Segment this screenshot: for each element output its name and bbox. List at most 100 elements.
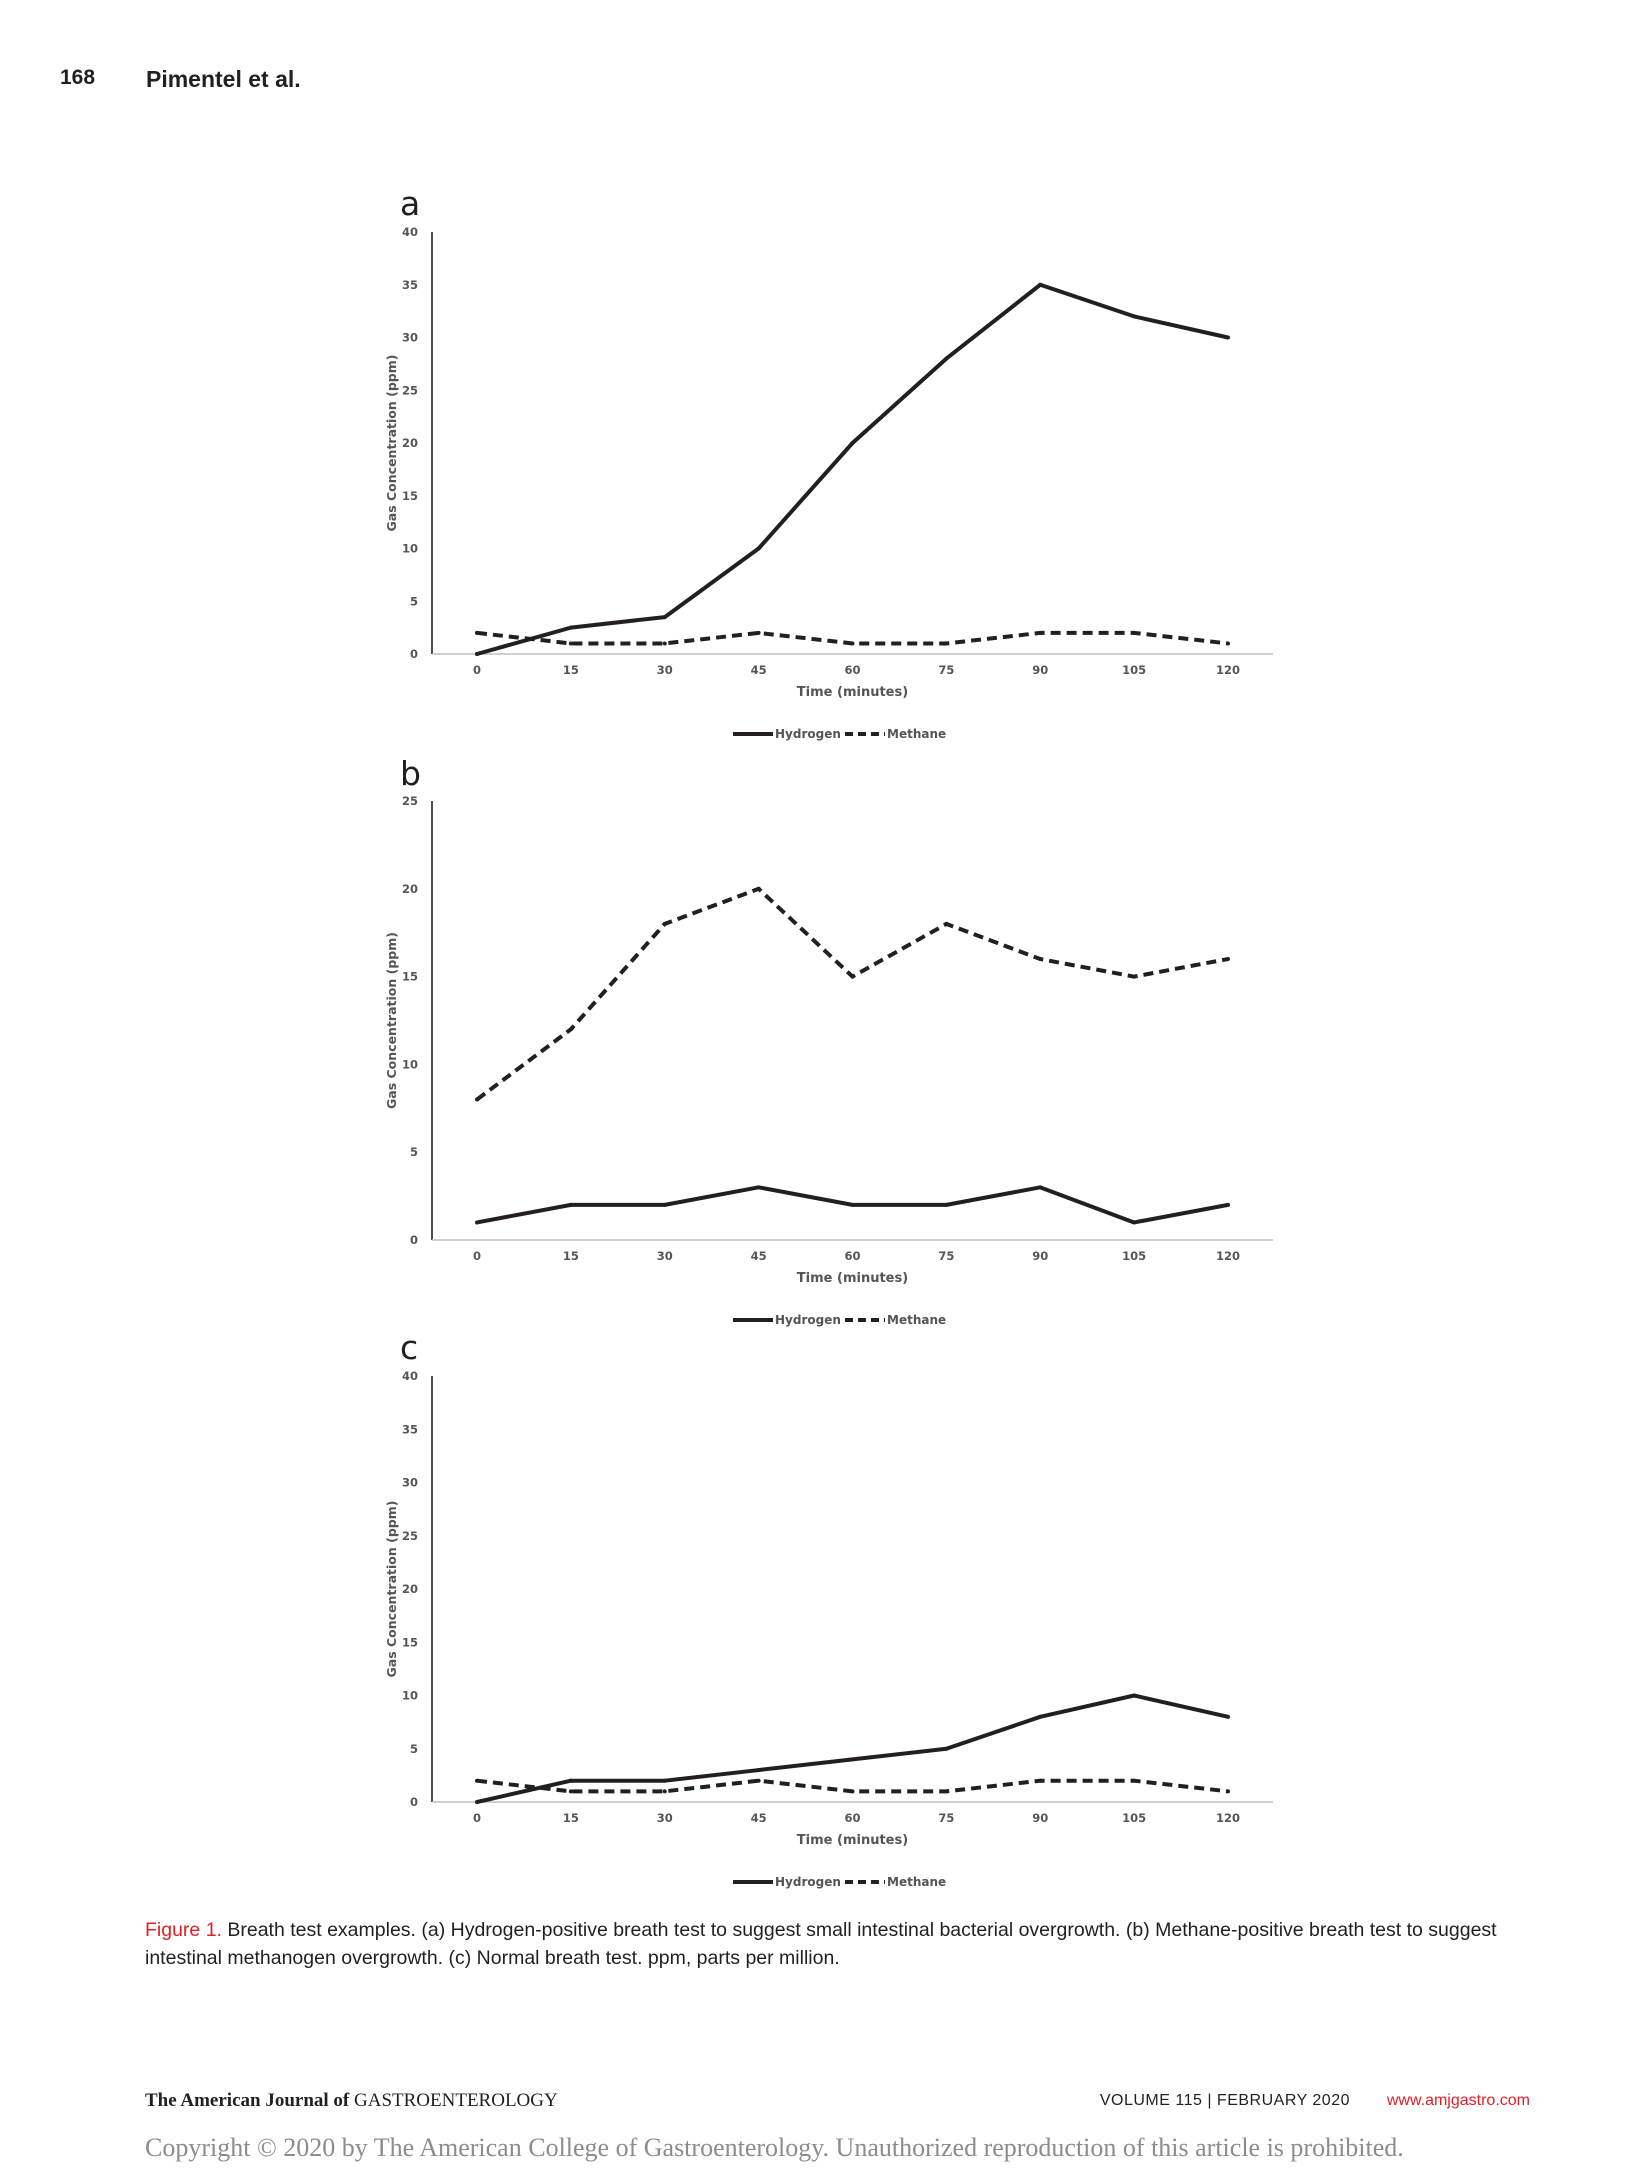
journal-name: The American Journal of GASTROENTEROLOGY [145, 2090, 558, 2112]
y-tick-label: 25 [402, 1529, 418, 1543]
data-point-methane [568, 641, 573, 646]
data-point-methane [944, 921, 949, 926]
y-tick-label: 40 [402, 225, 418, 239]
data-point-methane [1226, 1789, 1230, 1794]
data-point-hydrogen [1038, 1185, 1043, 1190]
data-point-hydrogen [1132, 314, 1137, 319]
data-point-hydrogen [1038, 282, 1043, 287]
y-tick-label: 35 [402, 278, 418, 292]
volume-issue: VOLUME 115 | FEBRUARY 2020 [1099, 2092, 1350, 2109]
data-point-hydrogen [475, 1800, 479, 1804]
running-header: 168 Pimentel et al. [0, 66, 1650, 106]
data-point-methane [568, 1027, 573, 1032]
data-point-methane [1038, 1778, 1043, 1783]
data-point-methane [475, 1778, 479, 1783]
data-point-methane [756, 630, 761, 635]
x-tick-label: 60 [844, 663, 860, 677]
data-point-hydrogen [944, 1746, 949, 1751]
data-point-methane [850, 974, 855, 979]
chart-panel-b: b 0 5 10 15 20 25 0 15 30 45 60 75 90 105 120 Gas Concen… [384, 754, 1273, 1327]
data-point-methane [475, 630, 479, 635]
x-tick-label: 120 [1216, 1249, 1240, 1263]
x-tick-label: 45 [751, 1249, 767, 1263]
y-tick-label: 15 [402, 970, 418, 984]
data-point-hydrogen [944, 1202, 949, 1207]
y-tick-label: 5 [410, 1145, 418, 1159]
data-point-methane [1132, 974, 1137, 979]
y-tick-label: 0 [410, 1233, 418, 1247]
data-point-methane [662, 921, 667, 926]
data-point-methane [850, 641, 855, 646]
y-tick-label: 5 [410, 594, 418, 608]
x-tick-label: 90 [1032, 663, 1048, 677]
x-tick-label: 60 [844, 1249, 860, 1263]
panel-label: c [400, 1328, 418, 1367]
x-tick-label: 105 [1122, 1811, 1146, 1825]
panel-label: a [400, 184, 420, 223]
data-point-methane [1038, 630, 1043, 635]
y-tick-label: 10 [402, 542, 418, 556]
data-point-methane [850, 1789, 855, 1794]
x-tick-label: 15 [563, 1249, 579, 1263]
running-footer: The American Journal of GASTROENTEROLOGY… [0, 2090, 1650, 2120]
y-tick-label: 0 [410, 647, 418, 661]
data-point-hydrogen [756, 546, 761, 551]
data-point-methane [1132, 1778, 1137, 1783]
y-tick-label: 20 [402, 1582, 418, 1596]
data-point-hydrogen [1226, 1714, 1230, 1719]
data-point-hydrogen [662, 1202, 667, 1207]
x-tick-label: 75 [938, 1249, 954, 1263]
page-number: 168 [60, 66, 96, 89]
x-tick-label: 0 [473, 663, 481, 677]
data-point-hydrogen [475, 1220, 479, 1225]
data-point-hydrogen [1132, 1220, 1137, 1225]
journal-name-title: GASTROENTEROLOGY [349, 2090, 558, 2111]
y-tick-label: 25 [402, 794, 418, 808]
data-point-methane [1132, 630, 1137, 635]
x-tick-label: 90 [1032, 1249, 1048, 1263]
series-line-hydrogen [476, 1693, 1229, 1804]
x-tick-label: 45 [751, 663, 767, 677]
x-tick-label: 30 [657, 1811, 673, 1825]
legend-label-hydrogen: Hydrogen [775, 1313, 841, 1327]
x-axis-title: Time (minutes) [797, 1271, 908, 1286]
data-point-hydrogen [756, 1768, 761, 1773]
x-tick-label: 0 [473, 1811, 481, 1825]
x-tick-label: 120 [1216, 1811, 1240, 1825]
y-tick-label: 30 [402, 331, 418, 345]
y-tick-label: 20 [402, 882, 418, 896]
x-axis-title: Time (minutes) [797, 685, 908, 700]
data-point-hydrogen [1132, 1693, 1137, 1698]
x-tick-label: 105 [1122, 663, 1146, 677]
x-tick-label: 60 [844, 1811, 860, 1825]
x-tick-label: 15 [563, 663, 579, 677]
data-point-hydrogen [756, 1185, 761, 1190]
y-axis-title: Gas Concentration (ppm) [384, 932, 399, 1109]
data-point-methane [1226, 957, 1230, 962]
chart-legend: Hydrogen Methane [733, 1875, 946, 1889]
journal-url[interactable]: www.amjgastro.com [1386, 2092, 1530, 2109]
journal-name-prefix: The American Journal of [145, 2090, 350, 2111]
y-axis-title: Gas Concentration (ppm) [384, 355, 399, 532]
data-point-hydrogen [1226, 335, 1230, 340]
x-tick-label: 15 [563, 1811, 579, 1825]
data-point-methane [662, 641, 667, 646]
data-point-hydrogen [850, 1202, 855, 1207]
y-axis-title: Gas Concentration (ppm) [384, 1501, 399, 1678]
data-point-methane [1038, 957, 1043, 962]
legend-label-hydrogen: Hydrogen [775, 1875, 841, 1889]
data-point-hydrogen [850, 1757, 855, 1762]
copyright-notice: Copyright © 2020 by The American College… [145, 2133, 1404, 2162]
y-tick-label: 30 [402, 1476, 418, 1490]
y-tick-label: 10 [402, 1689, 418, 1703]
data-point-hydrogen [475, 652, 479, 656]
data-point-hydrogen [568, 1202, 573, 1207]
y-tick-label: 20 [402, 436, 418, 450]
x-tick-label: 0 [473, 1249, 481, 1263]
data-point-methane [568, 1789, 573, 1794]
series-line-hydrogen [476, 282, 1229, 656]
chart-panel-c: c 0 5 10 15 20 25 30 35 40 0 15 30 45 60 75 90 105 120 Gas … [384, 1328, 1273, 1889]
data-point-hydrogen [568, 1778, 573, 1783]
y-tick-label: 15 [402, 1635, 418, 1649]
